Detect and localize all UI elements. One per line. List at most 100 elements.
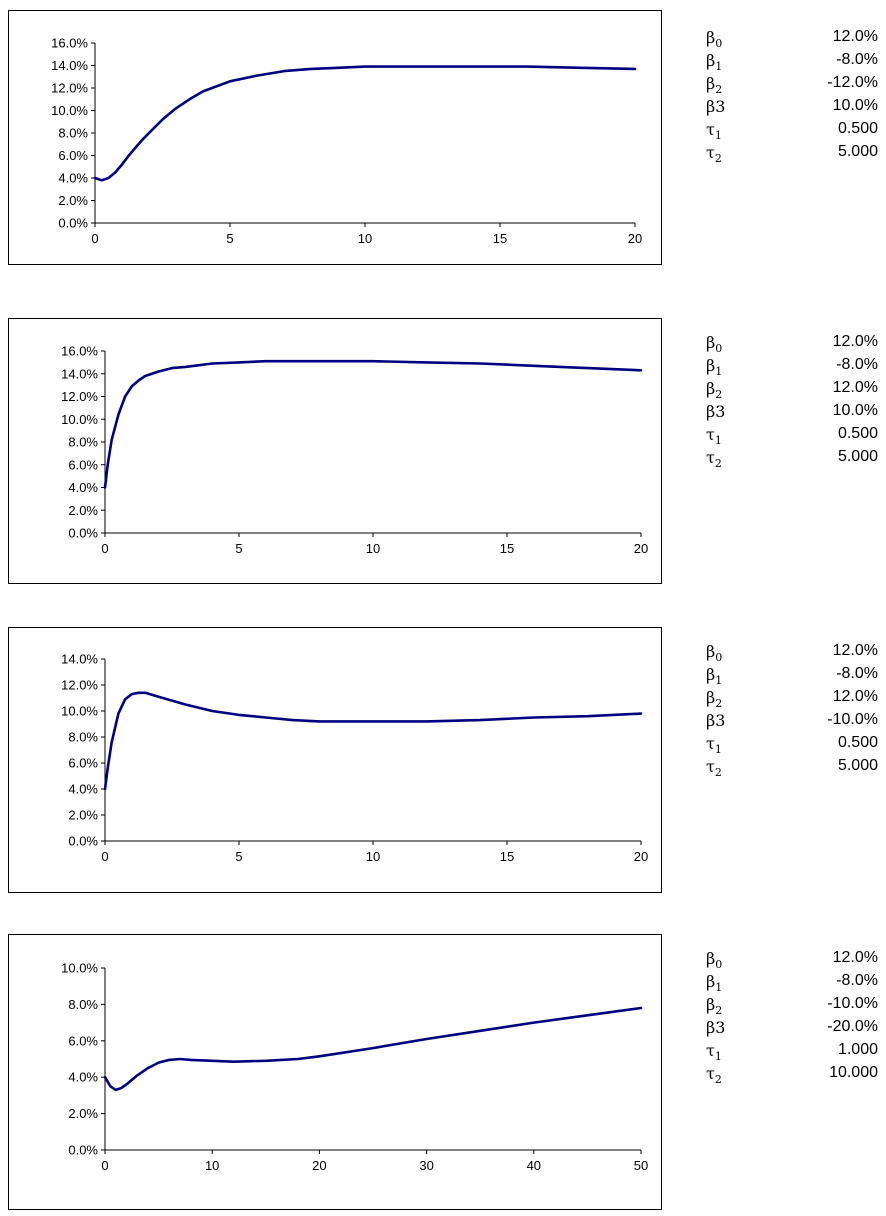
parameter-subscript: 0 bbox=[715, 958, 723, 972]
x-tick-label: 15 bbox=[500, 849, 514, 864]
x-tick-label: 30 bbox=[419, 1158, 433, 1173]
x-tick-label: 15 bbox=[493, 231, 507, 246]
parameter-symbol-main: τ bbox=[706, 734, 715, 753]
parameter-subscript: 2 bbox=[715, 1004, 723, 1018]
line-chart: 0.0% 2.0% 4.0% 6.0% 8.0% 10.0% 12.0% 14.0% 0 5 10 1… bbox=[61, 652, 648, 865]
y-tick-label: 0.0% bbox=[68, 834, 98, 849]
parameter-symbol-main: τ bbox=[706, 425, 715, 444]
parameter-symbol-main: β bbox=[706, 74, 716, 93]
parameter-symbol: τ1 bbox=[706, 734, 722, 756]
parameter-subscript: 1 bbox=[714, 743, 722, 757]
x-tick-label: 10 bbox=[205, 1158, 219, 1173]
parameter-symbol-main: β bbox=[706, 972, 716, 991]
parameter-value: 0.500 bbox=[837, 734, 878, 751]
y-tick-label: 2.0% bbox=[68, 503, 98, 518]
x-tick-label: 10 bbox=[366, 541, 380, 556]
parameter-subscript: 2 bbox=[714, 152, 722, 166]
parameter-row: β3 -10.0% bbox=[700, 711, 886, 734]
y-tick-label: 10.0% bbox=[51, 103, 88, 118]
y-tick-label: 2.0% bbox=[68, 808, 98, 823]
parameter-subscript: 0 bbox=[715, 651, 723, 665]
parameter-symbol: τ2 bbox=[706, 1064, 722, 1086]
parameter-symbol: β3 bbox=[706, 1018, 725, 1037]
x-tick-label: 15 bbox=[500, 541, 514, 556]
parameter-row: β3 -20.0% bbox=[700, 1018, 886, 1041]
parameter-value: -8.0% bbox=[836, 665, 878, 682]
parameter-value: 10.0% bbox=[832, 97, 878, 114]
parameter-list: β0 12.0% β1 -8.0% β2 12.0% β3 10.0% τ1 0.500 τ2 5.0… bbox=[700, 333, 886, 471]
y-tick-label: 4.0% bbox=[58, 171, 88, 186]
chart-panel-1: 0.0% 2.0% 4.0% 6.0% 8.0% 10.0% 12.0% 14.0% 16.0%… bbox=[0, 10, 886, 270]
parameter-row: τ2 5.000 bbox=[700, 757, 886, 780]
parameter-symbol-main: β bbox=[706, 949, 716, 968]
y-tick-label: 10.0% bbox=[61, 961, 98, 976]
parameter-subscript: 0 bbox=[715, 342, 723, 356]
line-chart: 0.0% 2.0% 4.0% 6.0% 8.0% 10.0% 0 10 20 30 40 50 bbox=[61, 961, 648, 1174]
parameter-value: 10.0% bbox=[832, 402, 878, 419]
parameter-value: -8.0% bbox=[836, 972, 878, 989]
parameter-value: -10.0% bbox=[827, 995, 878, 1012]
y-tick-label: 2.0% bbox=[58, 193, 88, 208]
parameter-symbol: β2 bbox=[706, 995, 722, 1017]
parameter-row: β0 12.0% bbox=[700, 949, 886, 972]
y-tick-label: 14.0% bbox=[61, 366, 98, 381]
parameter-symbol-main: τ bbox=[706, 757, 715, 776]
chart-panel-2: 0.0% 2.0% 4.0% 6.0% 8.0% 10.0% 12.0% 14.0% 16.0%… bbox=[0, 318, 886, 588]
y-tick-label: 12.0% bbox=[61, 678, 98, 693]
chart-frame: 0.0% 2.0% 4.0% 6.0% 8.0% 10.0% 0 10 20 30 40 50 bbox=[8, 934, 662, 1210]
parameter-value: 0.500 bbox=[837, 120, 878, 137]
y-tick-label: 2.0% bbox=[68, 1106, 98, 1121]
x-tick-label: 20 bbox=[628, 231, 642, 246]
parameter-symbol-main: β3 bbox=[706, 402, 726, 421]
parameter-symbol-main: β bbox=[706, 28, 716, 47]
parameter-symbol-main: β bbox=[706, 995, 716, 1014]
parameter-symbol: β3 bbox=[706, 711, 725, 730]
line-chart: 0.0% 2.0% 4.0% 6.0% 8.0% 10.0% 12.0% 14.0% 16.0%… bbox=[61, 344, 648, 557]
parameter-symbol-main: τ bbox=[706, 143, 715, 162]
parameter-symbol: τ2 bbox=[706, 143, 722, 165]
yield-curve-line bbox=[103, 691, 643, 791]
parameter-subscript: 1 bbox=[715, 674, 723, 688]
x-tick-label: 20 bbox=[312, 1158, 326, 1173]
x-tick-label: 10 bbox=[358, 231, 372, 246]
y-tick-label: 4.0% bbox=[68, 782, 98, 797]
y-tick-label: 8.0% bbox=[68, 730, 98, 745]
x-tick-label: 0 bbox=[101, 1158, 108, 1173]
yield-curve-line bbox=[103, 359, 643, 489]
parameter-row: β1 -8.0% bbox=[700, 665, 886, 688]
parameter-value: 5.000 bbox=[837, 757, 878, 774]
parameter-row: τ1 0.500 bbox=[700, 734, 886, 757]
parameter-subscript: 0 bbox=[715, 37, 723, 51]
x-tick-label: 10 bbox=[366, 849, 380, 864]
parameter-subscript: 2 bbox=[715, 697, 723, 711]
parameter-value: 12.0% bbox=[832, 28, 878, 45]
x-tick-label: 20 bbox=[634, 849, 648, 864]
parameter-symbol-main: β bbox=[706, 665, 716, 684]
chart-frame: 0.0% 2.0% 4.0% 6.0% 8.0% 10.0% 12.0% 14.0% 0 5 10 1… bbox=[8, 627, 662, 893]
y-tick-label: 4.0% bbox=[68, 1070, 98, 1085]
line-chart: 0.0% 2.0% 4.0% 6.0% 8.0% 10.0% 12.0% 14.0% 16.0%… bbox=[51, 36, 642, 247]
y-tick-label: 8.0% bbox=[68, 997, 98, 1012]
x-tick-label: 5 bbox=[235, 541, 242, 556]
parameter-row: τ1 0.500 bbox=[700, 425, 886, 448]
parameter-row: β1 -8.0% bbox=[700, 972, 886, 995]
parameter-value: -12.0% bbox=[827, 74, 878, 91]
parameter-value: 10.000 bbox=[829, 1064, 878, 1081]
parameter-symbol-main: β3 bbox=[706, 1018, 726, 1037]
parameter-value: -8.0% bbox=[836, 51, 878, 68]
parameter-value: 12.0% bbox=[832, 949, 878, 966]
parameter-symbol: β0 bbox=[706, 642, 722, 664]
parameter-symbol-main: τ bbox=[706, 448, 715, 467]
parameter-subscript: 2 bbox=[714, 457, 722, 471]
parameter-subscript: 1 bbox=[715, 60, 723, 74]
parameter-value: 12.0% bbox=[832, 379, 878, 396]
chart-panel-4: 0.0% 2.0% 4.0% 6.0% 8.0% 10.0% 0 10 20 30 40 50 β0 1… bbox=[0, 934, 886, 1214]
parameter-value: -20.0% bbox=[827, 1018, 878, 1035]
parameter-symbol: β0 bbox=[706, 28, 722, 50]
y-tick-label: 14.0% bbox=[61, 652, 98, 667]
y-tick-label: 6.0% bbox=[68, 756, 98, 771]
parameter-subscript: 1 bbox=[714, 129, 722, 143]
parameter-symbol: β2 bbox=[706, 74, 722, 96]
yield-curve-line bbox=[93, 65, 637, 182]
parameter-list: β0 12.0% β1 -8.0% β2 -10.0% β3 -20.0% τ1 1.000 τ2 1… bbox=[700, 949, 886, 1087]
